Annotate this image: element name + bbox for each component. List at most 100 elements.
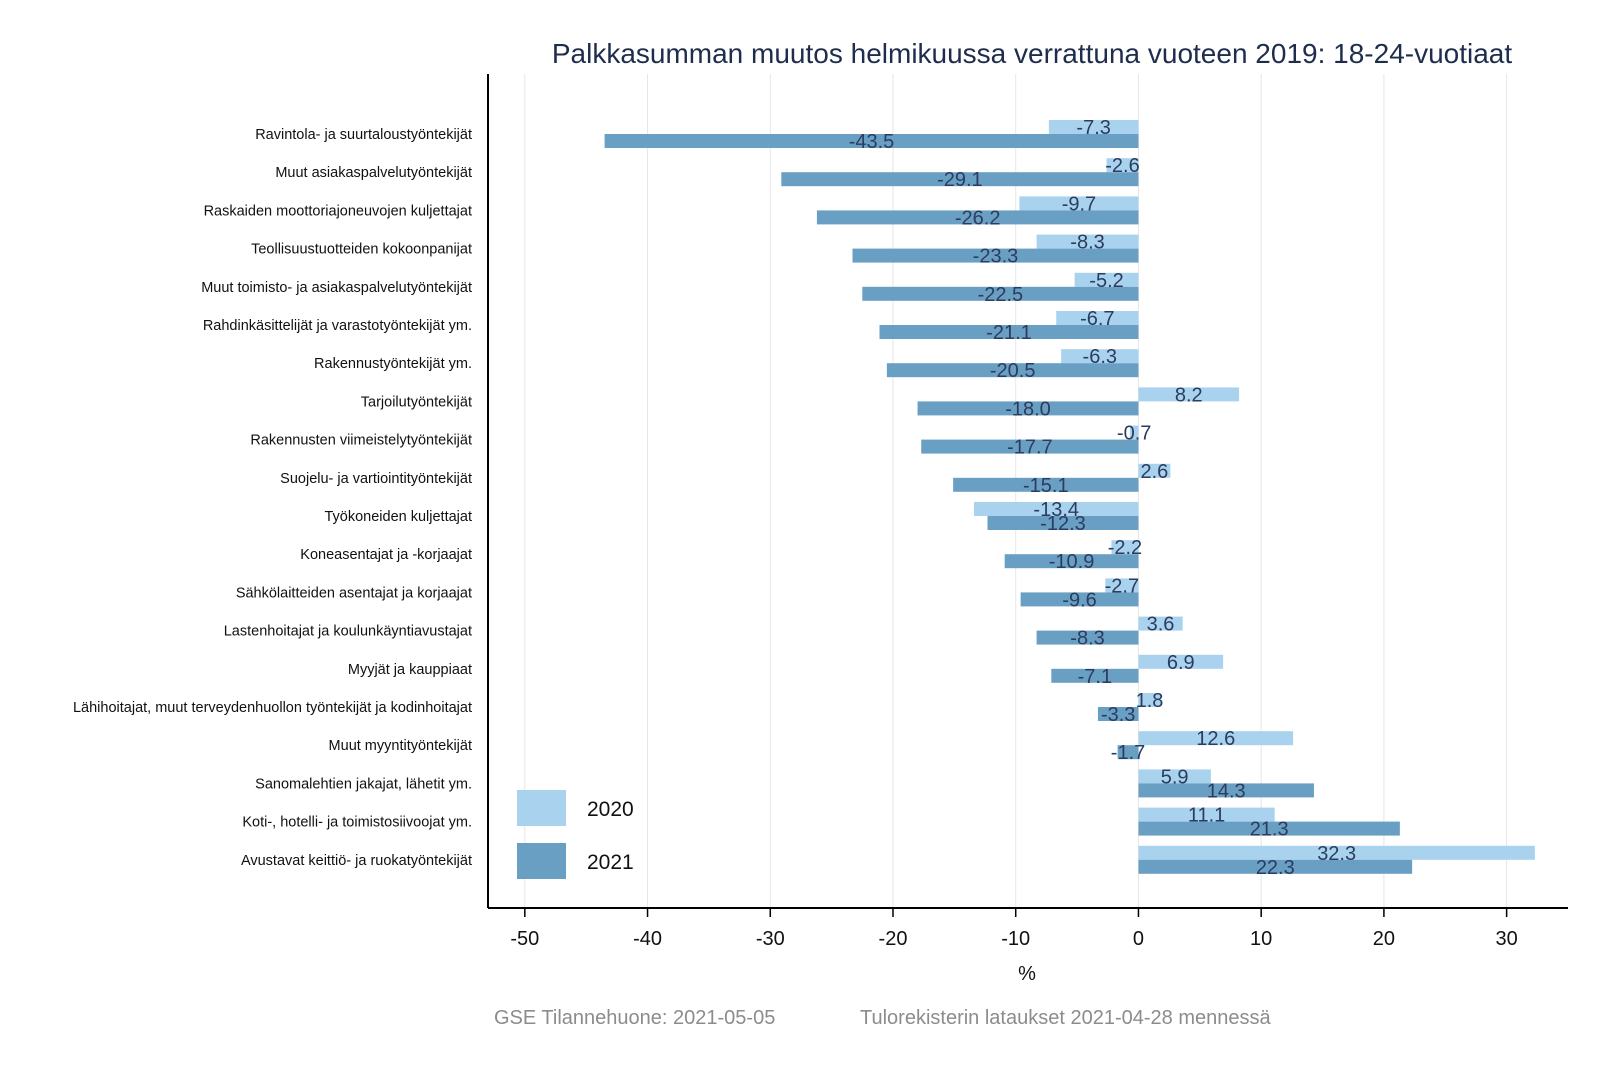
data-label-2020: -5.2 [1089, 270, 1123, 292]
x-axis-ticks: -50 -40 -30 -20 -10 0 10 20 30 [510, 908, 1518, 950]
data-labels: -7.3 -43.5 -2.6 -29.1 -9.7 -26.2 -8.3 -23.3 -5.2… [849, 117, 1356, 879]
data-label-2021: -21.1 [986, 322, 1032, 344]
data-label-2021: -20.5 [990, 360, 1036, 382]
bar-2021 [1036, 630, 1139, 645]
data-label-2020: 2.6 [1141, 461, 1169, 483]
chart-title: Palkkasumman muutos helmikuussa verrattu… [552, 38, 1513, 69]
data-label-2020: -0.7 [1117, 423, 1151, 445]
data-label-2021: -3.3 [1101, 704, 1135, 726]
bars [604, 120, 1535, 874]
bar-2020 [1105, 578, 1139, 593]
bar-2021 [1004, 554, 1139, 569]
x-tick-label: 30 [1496, 928, 1518, 950]
data-label-2021: 21.3 [1250, 819, 1289, 841]
bar-2021 [816, 210, 1139, 225]
bar-2021 [1097, 707, 1139, 721]
bar-2020 [1138, 769, 1211, 784]
data-label-2020: 12.6 [1196, 728, 1235, 750]
legend-label-2020: 2020 [587, 798, 634, 821]
data-label-2020: 3.6 [1147, 614, 1175, 636]
legend: 2020 2021 [517, 790, 634, 879]
data-label-2021: -8.3 [1070, 628, 1104, 650]
bar-2021 [852, 248, 1139, 263]
bar-2020 [1129, 425, 1139, 440]
data-label-2021: 14.3 [1207, 780, 1246, 802]
data-label-2020: 32.3 [1317, 843, 1356, 865]
data-label-2021: -23.3 [973, 246, 1019, 268]
data-label-2020: 5.9 [1161, 766, 1189, 788]
category-label: Muut asiakaspalvelutyöntekijät [275, 165, 472, 181]
category-label: Muut toimisto- ja asiakaspalvelutyönteki… [201, 280, 472, 296]
legend-swatch-2021 [517, 843, 566, 879]
category-label: Suojelu- ja vartiointityöntekijät [280, 471, 472, 487]
bar-2021 [917, 401, 1139, 416]
category-label: Koneasentajat ja -korjaajat [300, 547, 472, 563]
bar-2020 [1056, 311, 1139, 325]
bar-2021 [1138, 859, 1413, 874]
x-tick-label: -40 [633, 928, 662, 950]
category-label: Sähkölaitteiden asentajat ja korjaajat [236, 585, 472, 601]
bar-2020 [1111, 540, 1139, 555]
data-label-2020: 6.9 [1167, 652, 1195, 674]
category-label: Lastenhoitajat ja koulunkäyntiavustajat [224, 624, 472, 640]
bar-2020 [1138, 616, 1183, 631]
footer-note: Tulorekisterin lataukset 2021-04-28 menn… [860, 1007, 1271, 1029]
bar-2021 [1117, 745, 1139, 760]
bar-2020 [1138, 654, 1224, 669]
bar-2021 [987, 516, 1139, 530]
footer-source: GSE Tilannehuone: 2021-05-05 [494, 1007, 775, 1029]
legend-label-2021: 2021 [587, 851, 634, 874]
data-label-2020: -8.3 [1070, 232, 1104, 254]
x-tick-label: 0 [1133, 928, 1144, 950]
data-label-2021: -29.1 [937, 169, 983, 191]
bar-2021 [1138, 783, 1314, 798]
bar-2021 [1138, 821, 1400, 836]
bar-2020 [1138, 693, 1161, 707]
category-label: Teollisuustuotteiden kokoonpanijat [251, 242, 472, 258]
data-label-2021: -18.0 [1005, 398, 1051, 420]
data-label-2021: -15.1 [1023, 475, 1069, 497]
bar-2021 [1051, 668, 1139, 683]
data-label-2020: 11.1 [1188, 805, 1225, 827]
data-label-2020: -9.7 [1062, 193, 1096, 215]
data-label-2021: -43.5 [849, 131, 895, 153]
bar-2021 [886, 363, 1139, 378]
bar-2020 [1138, 807, 1275, 822]
data-label-2020: 1.8 [1136, 690, 1164, 712]
bar-2020 [1138, 387, 1240, 402]
category-label: Raskaiden moottoriajoneuvojen kuljettaja… [204, 203, 472, 219]
category-label: Tarjoilutyöntekijät [361, 394, 472, 410]
x-tick-label: 20 [1373, 928, 1395, 950]
bar-2021 [862, 286, 1139, 301]
bar-2020 [1061, 349, 1139, 364]
data-label-2021: -1.7 [1111, 742, 1145, 764]
category-label: Myyjät ja kauppiaat [348, 662, 472, 678]
category-label: Rakennustyöntekijät ym. [314, 356, 472, 372]
data-label-2020: -6.7 [1080, 308, 1114, 330]
category-labels: Ravintola- ja suurtaloustyöntekijät Muut … [73, 127, 472, 869]
x-tick-label: -30 [756, 928, 785, 950]
data-label-2020: -2.6 [1105, 155, 1139, 177]
data-label-2020: -6.3 [1083, 346, 1117, 368]
data-label-2021: -10.9 [1049, 551, 1095, 573]
data-label-2021: 22.3 [1256, 857, 1295, 879]
category-label: Avustavat keittiö- ja ruokatyöntekijät [241, 853, 472, 869]
category-label: Sanomalehtien jakajat, lähetit ym. [255, 776, 472, 792]
data-label-2020: -2.7 [1105, 575, 1139, 597]
bar-2020 [1138, 463, 1171, 478]
data-label-2021: -9.6 [1062, 589, 1096, 611]
category-label: Lähihoitajat, muut terveydenhuollon työn… [73, 700, 472, 716]
bar-2020 [1048, 120, 1139, 134]
data-label-2020: 8.2 [1175, 384, 1203, 406]
bar-2020 [974, 502, 1139, 516]
data-label-2021: -26.2 [955, 207, 1001, 229]
bar-2020 [1106, 158, 1139, 173]
data-label-2021: -7.1 [1078, 666, 1112, 688]
category-label: Koti-, hotelli- ja toimistosiivoojat ym. [242, 815, 472, 831]
category-label: Rahdinkäsittelijät ja varastotyöntekijät… [203, 318, 472, 334]
x-axis-label: % [1018, 963, 1036, 985]
bar-2020 [1036, 234, 1139, 249]
data-label-2020: -13.4 [1033, 499, 1079, 521]
bar-2020 [1138, 731, 1294, 746]
